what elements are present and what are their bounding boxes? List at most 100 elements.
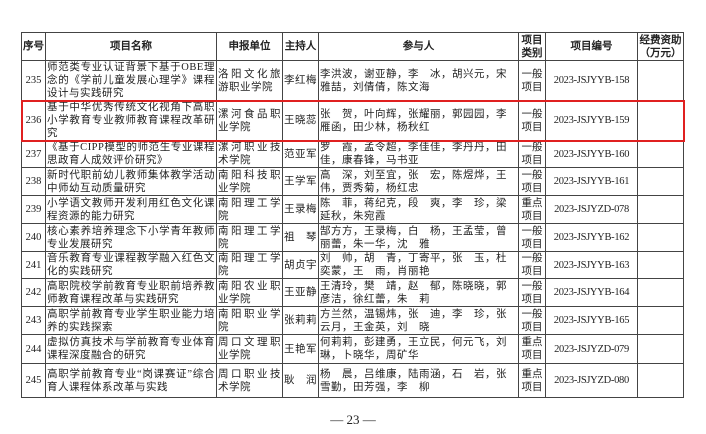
funding — [637, 195, 684, 224]
host: 祖 琴 — [282, 223, 319, 252]
project-code: 2023-JSJYYB-158 — [545, 60, 638, 101]
row-number: 236 — [21, 100, 46, 141]
host: 李红梅 — [282, 60, 319, 101]
project-code: 2023-JSJYYB-165 — [545, 306, 638, 335]
applicant-unit: 南阳农业职业学院 — [216, 278, 283, 307]
document-page: 序号 项目名称 申报单位 主持人 参与人 项目类别 项目编号 经费资助（万元） … — [20, 32, 685, 398]
applicant-unit: 周口文理职业学院 — [216, 334, 283, 364]
project-name: 《基于CIPP模型的师范生专业课程思政育人成效评价研究》 — [45, 140, 217, 168]
funding — [637, 60, 684, 101]
applicant-unit: 南阳理工学院 — [216, 251, 283, 279]
project-type: 重点项目 — [518, 195, 546, 224]
project-code: 2023-JSJYYB-162 — [545, 223, 638, 252]
project-name: 核心素养培养理念下小学青年教师专业发展研究 — [45, 223, 217, 252]
funding — [637, 223, 684, 252]
table-row: 238 新时代职前幼儿教师集体教学活动中师幼互动质量研究 南阳科技职业学院 王学军高 … — [21, 167, 684, 196]
project-code: 2023-JSJYZD-079 — [545, 334, 638, 364]
project-code: 2023-JSJYYB-163 — [545, 251, 638, 279]
project-name: 高职学前教育专业学生职业能力培养的实践探索 — [45, 306, 217, 335]
project-name: 虚拟仿真技术与学前教育专业体育课程深度融合的研究 — [45, 334, 217, 364]
project-type: 一般项目 — [518, 100, 546, 141]
applicant-unit: 漯河食品职业学院 — [216, 100, 283, 141]
applicant-unit: 南阳理工学院 — [216, 223, 283, 252]
table-row: 236 基于中华优秀传统文化视角下高职小学教育专业教师教育课程改革研究 漯河食品职业… — [21, 100, 684, 141]
funding — [637, 167, 684, 196]
project-type: 一般项目 — [518, 60, 546, 101]
table-row: 242 高职院校学前教育专业职前培养教师教育课程改革与实践研究 南阳农业职业学院 王亚… — [21, 278, 684, 307]
project-type: 重点项目 — [518, 363, 546, 398]
funding — [637, 278, 684, 307]
row-number: 241 — [21, 251, 46, 279]
host: 范亚军 — [282, 140, 319, 168]
row-number: 243 — [21, 306, 46, 335]
applicant-unit: 南阳职业学院 — [216, 306, 283, 335]
funding — [637, 140, 684, 168]
project-type: 一般项目 — [518, 251, 546, 279]
project-name: 新时代职前幼儿教师集体教学活动中师幼互动质量研究 — [45, 167, 217, 196]
members: 郜方方，王录梅，白 杨，王孟莹，曾丽蕾，朱一华，沈 雅 — [318, 223, 519, 252]
members: 刘 帅，胡 青，丁寄平，张 玉，杜奕蒙，王 雨，肖丽艳 — [318, 251, 519, 279]
header-row: 序号 项目名称 申报单位 主持人 参与人 项目类别 项目编号 经费资助（万元） — [21, 32, 684, 61]
project-type: 一般项目 — [518, 278, 546, 307]
page-number: — 23 — — [330, 412, 376, 427]
table-row: 235 师范类专业认证背景下基于OBE理念的《学前儿童发展心理学》课程设计与实践研… — [21, 60, 684, 101]
header-type: 项目类别 — [518, 32, 546, 61]
row-number: 240 — [21, 223, 46, 252]
table-row: 239 小学语文教师开发利用红色文化课程资源的能力研究 南阳理工学院 王录梅陈 菲，蒋… — [21, 195, 684, 224]
table-row: 240 核心素养培养理念下小学青年教师专业发展研究 南阳理工学院祖 琴郜方方，王录梅… — [21, 223, 684, 252]
project-table: 序号 项目名称 申报单位 主持人 参与人 项目类别 项目编号 经费资助（万元） … — [21, 32, 684, 398]
host: 王录梅 — [282, 195, 319, 224]
members: 杨 晨，吕维康，陆雨涵，石 岩，张雪勤，田芳强，李 柳 — [318, 363, 519, 398]
project-code: 2023-JSJYZD-078 — [545, 195, 638, 224]
project-type: 一般项目 — [518, 223, 546, 252]
project-code: 2023-JSJYYB-159 — [545, 100, 638, 141]
members: 高 深，刘至宜，张 宏，陈煜烨，王 伟，贾秀菊，杨红忠 — [318, 167, 519, 196]
project-type: 一般项目 — [518, 306, 546, 335]
members: 何莉莉，彭建勇，王立民，何元飞，刘 琳，卜晓华，周矿华 — [318, 334, 519, 364]
members: 李洪波，谢亚静，李 冰，胡兴元，宋雅喆，刘倩倩，陈文海 — [318, 60, 519, 101]
project-type: 一般项目 — [518, 167, 546, 196]
members: 张 贺，叶向辉，张耀丽，郭园园，李雁函，田少林，杨秋红 — [318, 100, 519, 141]
host: 王艳军 — [282, 334, 319, 364]
row-number: 245 — [21, 363, 46, 398]
project-code: 2023-JSJYYB-164 — [545, 278, 638, 307]
host: 耿 润 — [282, 363, 319, 398]
row-number: 235 — [21, 60, 46, 101]
applicant-unit: 洛阳文化旅游职业学院 — [216, 60, 283, 101]
header-no: 序号 — [21, 32, 46, 61]
header-code: 项目编号 — [545, 32, 638, 61]
row-number: 237 — [21, 140, 46, 168]
funding — [637, 363, 684, 398]
row-number: 239 — [21, 195, 46, 224]
project-type: 重点项目 — [518, 334, 546, 364]
applicant-unit: 南阳科技职业学院 — [216, 167, 283, 196]
project-code: 2023-JSJYZD-080 — [545, 363, 638, 398]
project-name: 高职学前教育专业“岗课赛证”综合育人课程体系改革与实践 — [45, 363, 217, 398]
members: 王清玲，樊 靖，赵 郁，陈晓晓，郭彦洁，徐红蕾，朱 莉 — [318, 278, 519, 307]
header-unit: 申报单位 — [216, 32, 283, 61]
table-row: 237 《基于CIPP模型的师范生专业课程思政育人成效评价研究》 漯河职业技术学院范… — [21, 140, 684, 168]
project-name: 音乐教育专业课程教学融入红色文化的实践研究 — [45, 251, 217, 279]
applicant-unit: 周口职业技术学院 — [216, 363, 283, 398]
host: 张莉莉 — [282, 306, 319, 335]
project-code: 2023-JSJYYB-160 — [545, 140, 638, 168]
row-number: 242 — [21, 278, 46, 307]
header-members: 参与人 — [318, 32, 519, 61]
project-type: 一般项目 — [518, 140, 546, 168]
applicant-unit: 漯河职业技术学院 — [216, 140, 283, 168]
project-name: 基于中华优秀传统文化视角下高职小学教育专业教师教育课程改革研究 — [45, 100, 217, 141]
members: 罗 霞，孟令超，李佳佳，李丹丹，田 佳，康春锋，马书亚 — [318, 140, 519, 168]
funding — [637, 100, 684, 141]
header-name: 项目名称 — [45, 32, 217, 61]
members: 陈 菲，蒋纪克，段 爽，李 珍，梁延秋，朱宛霞 — [318, 195, 519, 224]
applicant-unit: 南阳理工学院 — [216, 195, 283, 224]
funding — [637, 251, 684, 279]
members: 方兰然，温锡炜，张 迪，李 珍，张云月，王金英，刘 晓 — [318, 306, 519, 335]
header-host: 主持人 — [282, 32, 319, 61]
project-code: 2023-JSJYYB-161 — [545, 167, 638, 196]
project-name: 小学语文教师开发利用红色文化课程资源的能力研究 — [45, 195, 217, 224]
host: 胡贞宇 — [282, 251, 319, 279]
host: 王亚静 — [282, 278, 319, 307]
row-number: 244 — [21, 334, 46, 364]
host: 王学军 — [282, 167, 319, 196]
